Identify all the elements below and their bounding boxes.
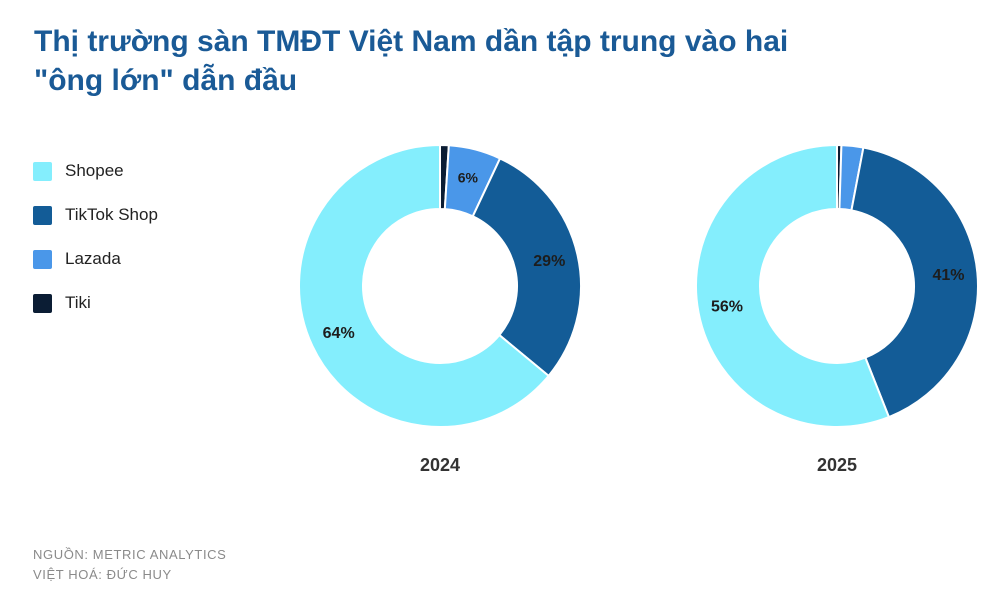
value-label-2024-tiktok-shop: 29%: [533, 253, 565, 270]
source-note: NGUỒN: METRIC ANALYTICS VIỆT HOÁ: ĐỨC HU…: [33, 545, 226, 585]
legend-item-tiki: Tiki: [33, 292, 158, 314]
slice-2024-tiktok-shop: [471, 157, 582, 378]
value-label-2025-tiktok-shop: 41%: [932, 267, 964, 284]
legend-item-lazada: Lazada: [33, 248, 158, 270]
legend-swatch-tiktok-shop: [33, 205, 52, 225]
slice-2025-shopee: [695, 143, 891, 428]
legend-label-lazada: Lazada: [65, 249, 121, 268]
legend-swatch-lazada: [33, 249, 52, 269]
slice-2025-tiktok-shop: [850, 146, 979, 419]
translation-line: VIỆT HOÁ: ĐỨC HUY: [33, 567, 172, 582]
year-label-2024: 2024: [420, 455, 460, 475]
chart-title: Thị trường sàn TMĐT Việt Nam dần tập tru…: [34, 25, 789, 97]
legend-swatch-tiki: [33, 293, 52, 313]
value-label-2024-lazada: 6%: [458, 170, 479, 186]
source-line: NGUỒN: METRIC ANALYTICS: [33, 547, 227, 562]
slice-2024-shopee: [298, 143, 551, 428]
year-label-2025: 2025: [817, 455, 857, 475]
legend-label-shopee: Shopee: [65, 161, 124, 180]
legend-swatch-shopee: [33, 161, 52, 181]
value-label-2024-shopee: 64%: [323, 325, 355, 342]
value-label-2025-shopee: 56%: [711, 298, 743, 315]
legend-item-tiktok-shop: TikTok Shop: [33, 204, 158, 226]
legend-label-tiki: Tiki: [65, 293, 91, 312]
legend-item-shopee: Shopee: [33, 160, 158, 182]
legend: Shopee TikTok Shop Lazada Tiki: [33, 160, 158, 336]
legend-label-tiktok-shop: TikTok Shop: [65, 205, 158, 224]
